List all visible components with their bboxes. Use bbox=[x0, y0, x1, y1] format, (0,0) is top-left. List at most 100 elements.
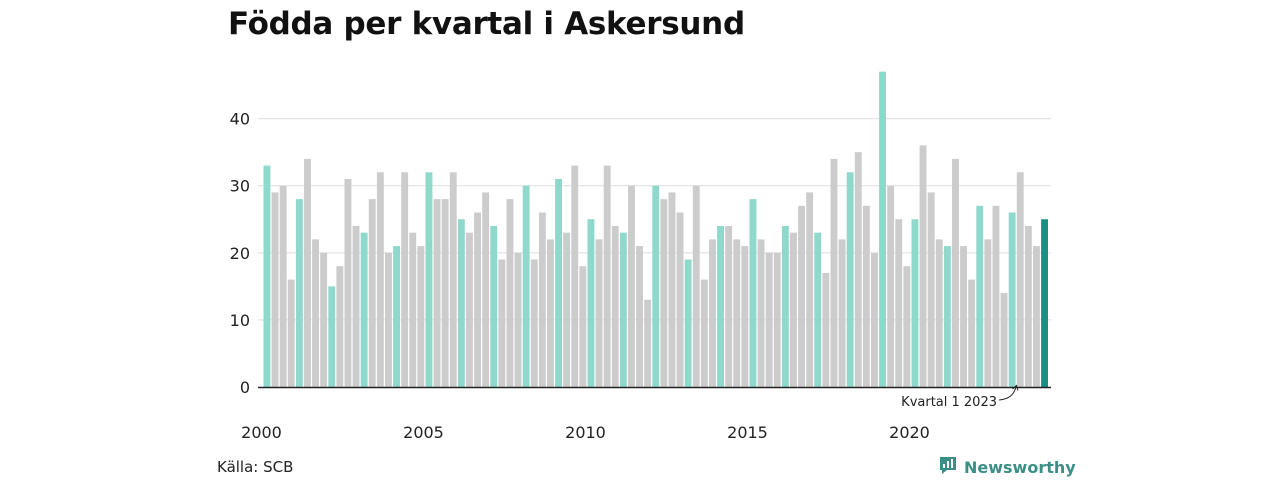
x-tick-label: 2015 bbox=[727, 423, 768, 442]
bar bbox=[652, 185, 660, 387]
bar bbox=[514, 252, 522, 387]
bar bbox=[368, 199, 376, 387]
bar bbox=[547, 239, 554, 387]
bar bbox=[579, 266, 587, 387]
bar bbox=[960, 246, 967, 387]
y-tick-label: 20 bbox=[230, 244, 250, 263]
bar bbox=[773, 252, 781, 387]
bar bbox=[636, 246, 643, 387]
bar bbox=[919, 145, 927, 387]
bar bbox=[798, 205, 805, 387]
bar bbox=[360, 232, 368, 387]
bar bbox=[943, 246, 951, 387]
bar bbox=[692, 185, 700, 387]
bar bbox=[1041, 219, 1048, 387]
source-note: Källa: SCB bbox=[217, 458, 294, 476]
y-tick-label: 10 bbox=[230, 311, 250, 330]
bar bbox=[555, 178, 562, 387]
bar bbox=[976, 205, 984, 387]
bar bbox=[1008, 212, 1016, 387]
brand-name: Newsworthy bbox=[964, 458, 1076, 477]
bar bbox=[822, 272, 830, 387]
brand-logo: Newsworthy bbox=[938, 455, 1076, 480]
bar bbox=[668, 192, 676, 387]
axes: 0 10 20 30 40 2000 2005 2010 2015 2020 bbox=[230, 110, 1051, 442]
bar bbox=[935, 239, 943, 387]
annotation-label: Kvartal 1 2023 bbox=[901, 395, 997, 410]
bar bbox=[709, 239, 716, 387]
chart-title: Födda per kvartal i Askersund bbox=[228, 6, 745, 42]
bar bbox=[522, 185, 530, 387]
bar bbox=[506, 199, 514, 387]
bar bbox=[765, 252, 773, 387]
bar bbox=[644, 299, 652, 387]
bar bbox=[328, 286, 336, 387]
bar bbox=[271, 192, 279, 387]
bar bbox=[1000, 293, 1008, 387]
bar bbox=[846, 172, 854, 387]
bar bbox=[814, 232, 822, 387]
bar bbox=[563, 232, 571, 387]
bar bbox=[538, 212, 546, 387]
annotation-arrow bbox=[998, 386, 1017, 401]
bar bbox=[320, 252, 328, 387]
bar bbox=[571, 165, 579, 387]
bar bbox=[806, 192, 814, 387]
bar bbox=[490, 225, 498, 387]
bar bbox=[854, 152, 862, 387]
bar bbox=[725, 225, 733, 387]
bar bbox=[952, 158, 959, 387]
bar bbox=[895, 219, 903, 387]
bar bbox=[587, 219, 595, 387]
bar bbox=[887, 185, 895, 387]
bar bbox=[903, 266, 911, 387]
bar bbox=[741, 246, 749, 387]
bar bbox=[482, 192, 490, 387]
bar bbox=[984, 239, 992, 387]
bar bbox=[830, 158, 838, 387]
bar bbox=[279, 185, 287, 387]
annotation: Kvartal 1 2023 bbox=[901, 384, 1019, 410]
bar bbox=[466, 232, 473, 387]
bar bbox=[498, 259, 506, 387]
bar bbox=[781, 225, 789, 387]
bar bbox=[344, 178, 352, 387]
bar bbox=[871, 252, 878, 387]
y-tick-label: 40 bbox=[230, 110, 250, 129]
bar bbox=[304, 158, 311, 387]
bar bbox=[401, 172, 409, 387]
bar bbox=[295, 199, 303, 387]
x-tick-label: 2005 bbox=[403, 423, 444, 442]
bar bbox=[611, 225, 619, 387]
bar bbox=[749, 199, 757, 387]
bar bbox=[530, 259, 538, 387]
bar bbox=[385, 252, 392, 387]
bar bbox=[417, 246, 425, 387]
bar bbox=[457, 219, 465, 387]
bar bbox=[619, 232, 627, 387]
bar bbox=[336, 266, 344, 387]
bar bbox=[684, 259, 692, 387]
bar bbox=[603, 165, 611, 387]
bar bbox=[1024, 225, 1032, 387]
newsworthy-logo-icon bbox=[938, 455, 958, 480]
bar bbox=[700, 279, 708, 387]
bar bbox=[449, 172, 457, 387]
bar bbox=[352, 225, 360, 387]
y-tick-label: 30 bbox=[230, 177, 250, 196]
bar bbox=[911, 219, 919, 387]
bar bbox=[676, 212, 684, 387]
y-tick-label: 0 bbox=[240, 378, 250, 397]
bar bbox=[393, 246, 400, 387]
bar bbox=[733, 239, 741, 387]
bar bbox=[287, 279, 295, 387]
bar bbox=[263, 165, 271, 387]
bar bbox=[1016, 172, 1024, 387]
x-tick-label: 2000 bbox=[241, 423, 282, 442]
bar bbox=[376, 172, 384, 387]
bar bbox=[757, 239, 765, 387]
bar bbox=[1033, 246, 1040, 387]
annotation-arrowhead bbox=[1012, 384, 1019, 391]
bar bbox=[409, 232, 417, 387]
